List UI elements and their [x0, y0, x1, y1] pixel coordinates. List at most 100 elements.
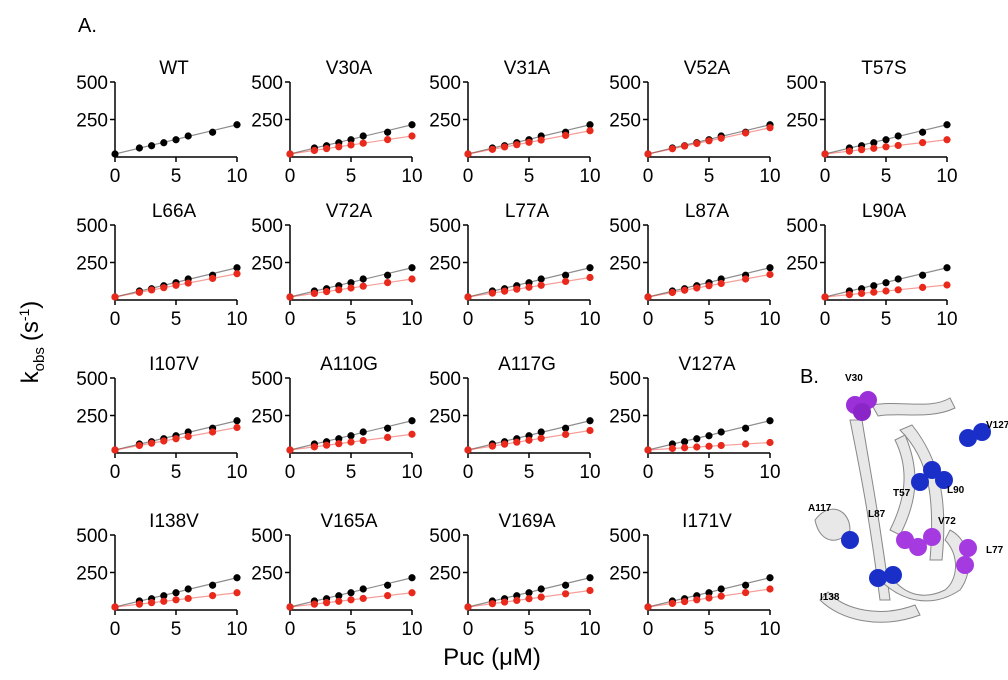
- data-point: [335, 435, 343, 443]
- protein-structure: [814, 397, 970, 623]
- x-tick-label: 5: [704, 166, 715, 187]
- y-label-part: (s: [17, 321, 44, 341]
- data-point: [172, 435, 180, 443]
- data-point: [717, 279, 725, 288]
- x-tick-label: 5: [346, 619, 357, 640]
- panel-label: A.: [78, 15, 97, 37]
- y-tick-label: 500: [76, 216, 108, 237]
- y-tick-label: 250: [429, 564, 461, 585]
- panel: V127A 250 500 0 5 10: [609, 354, 780, 483]
- y-tick-label: 250: [76, 111, 108, 132]
- data-point: [501, 143, 509, 151]
- panel-title: V127A: [678, 354, 735, 375]
- y-tick-label: 500: [429, 73, 461, 94]
- data-point: [184, 432, 192, 441]
- data-point: [464, 293, 472, 301]
- data-point: [943, 281, 951, 289]
- data-point: [347, 432, 355, 440]
- panel-title: L77A: [505, 201, 550, 222]
- x-tick-label: 10: [226, 619, 247, 640]
- data-point: [335, 440, 343, 448]
- data-point: [384, 433, 392, 441]
- data-point: [209, 428, 217, 436]
- data-point: [286, 293, 294, 301]
- x-tick-label: 10: [936, 309, 957, 330]
- x-tick-label: 0: [643, 462, 654, 483]
- data-point: [870, 288, 878, 296]
- data-point: [408, 132, 416, 140]
- data-point: [323, 599, 331, 607]
- data-point: [233, 574, 241, 582]
- y-tick-label: 500: [251, 73, 283, 94]
- x-tick-label: 10: [579, 462, 600, 483]
- data-point: [766, 574, 774, 582]
- y-tick-label: 250: [609, 254, 641, 275]
- data-point: [135, 288, 143, 296]
- panel-title: L87A: [685, 201, 730, 222]
- panel: V72A 250 500 0 5 10: [251, 201, 422, 330]
- panel: WT 250 500 0 5 10: [76, 58, 247, 187]
- x-tick-label: 10: [759, 309, 780, 330]
- panel-title: WT: [159, 58, 189, 79]
- data-point: [286, 603, 294, 611]
- residue-sphere: [935, 471, 953, 489]
- x-tick-label: 10: [401, 166, 422, 187]
- x-tick-label: 5: [171, 619, 182, 640]
- data-point: [233, 121, 241, 129]
- data-point: [705, 137, 713, 145]
- data-point: [408, 275, 416, 283]
- x-axis-title: Puc (μM): [443, 644, 541, 671]
- panel-title: V31A: [504, 58, 551, 79]
- ribbon: [849, 419, 891, 601]
- x-tick-label: 10: [401, 619, 422, 640]
- y-tick-label: 250: [786, 111, 818, 132]
- panel-title: V72A: [326, 201, 373, 222]
- data-point: [135, 144, 143, 152]
- x-tick-label: 5: [524, 166, 535, 187]
- data-point: [501, 440, 509, 448]
- data-point: [160, 437, 168, 445]
- y-tick-label: 250: [76, 564, 108, 585]
- residue-sphere: [869, 569, 887, 587]
- data-point: [148, 439, 156, 447]
- data-point: [384, 136, 392, 144]
- y-label-part: k: [17, 370, 44, 383]
- data-point: [488, 600, 496, 608]
- y-tick-label: 250: [251, 254, 283, 275]
- y-tick-label: 250: [429, 254, 461, 275]
- data-point: [525, 436, 533, 444]
- y-tick-label: 500: [786, 73, 818, 94]
- data-point: [668, 145, 677, 153]
- y-tick-label: 250: [251, 564, 283, 585]
- data-point: [488, 289, 496, 297]
- x-tick-label: 0: [643, 166, 654, 187]
- x-tick-label: 0: [820, 166, 831, 187]
- data-point: [384, 271, 392, 279]
- data-point: [209, 592, 217, 600]
- data-point: [408, 430, 416, 438]
- x-tick-label: 5: [881, 309, 892, 330]
- data-point: [148, 599, 156, 607]
- data-point: [148, 142, 156, 150]
- residue-label: T57: [893, 488, 911, 499]
- data-point: [384, 424, 392, 432]
- x-tick-label: 5: [524, 309, 535, 330]
- data-point: [562, 430, 570, 438]
- data-point: [525, 283, 533, 291]
- data-point: [668, 444, 677, 453]
- data-point: [347, 284, 355, 292]
- data-point: [408, 264, 416, 272]
- panel: A110G 250 500 0 5 10: [251, 354, 422, 483]
- data-point: [488, 145, 496, 153]
- data-point: [286, 150, 294, 158]
- residue-sphere: [853, 403, 871, 421]
- x-tick-label: 10: [579, 309, 600, 330]
- data-point: [821, 150, 829, 158]
- data-point: [681, 438, 689, 446]
- data-point: [286, 446, 294, 454]
- y-tick-label: 250: [76, 254, 108, 275]
- data-point: [919, 271, 927, 279]
- data-point: [384, 592, 392, 600]
- data-point: [233, 264, 241, 272]
